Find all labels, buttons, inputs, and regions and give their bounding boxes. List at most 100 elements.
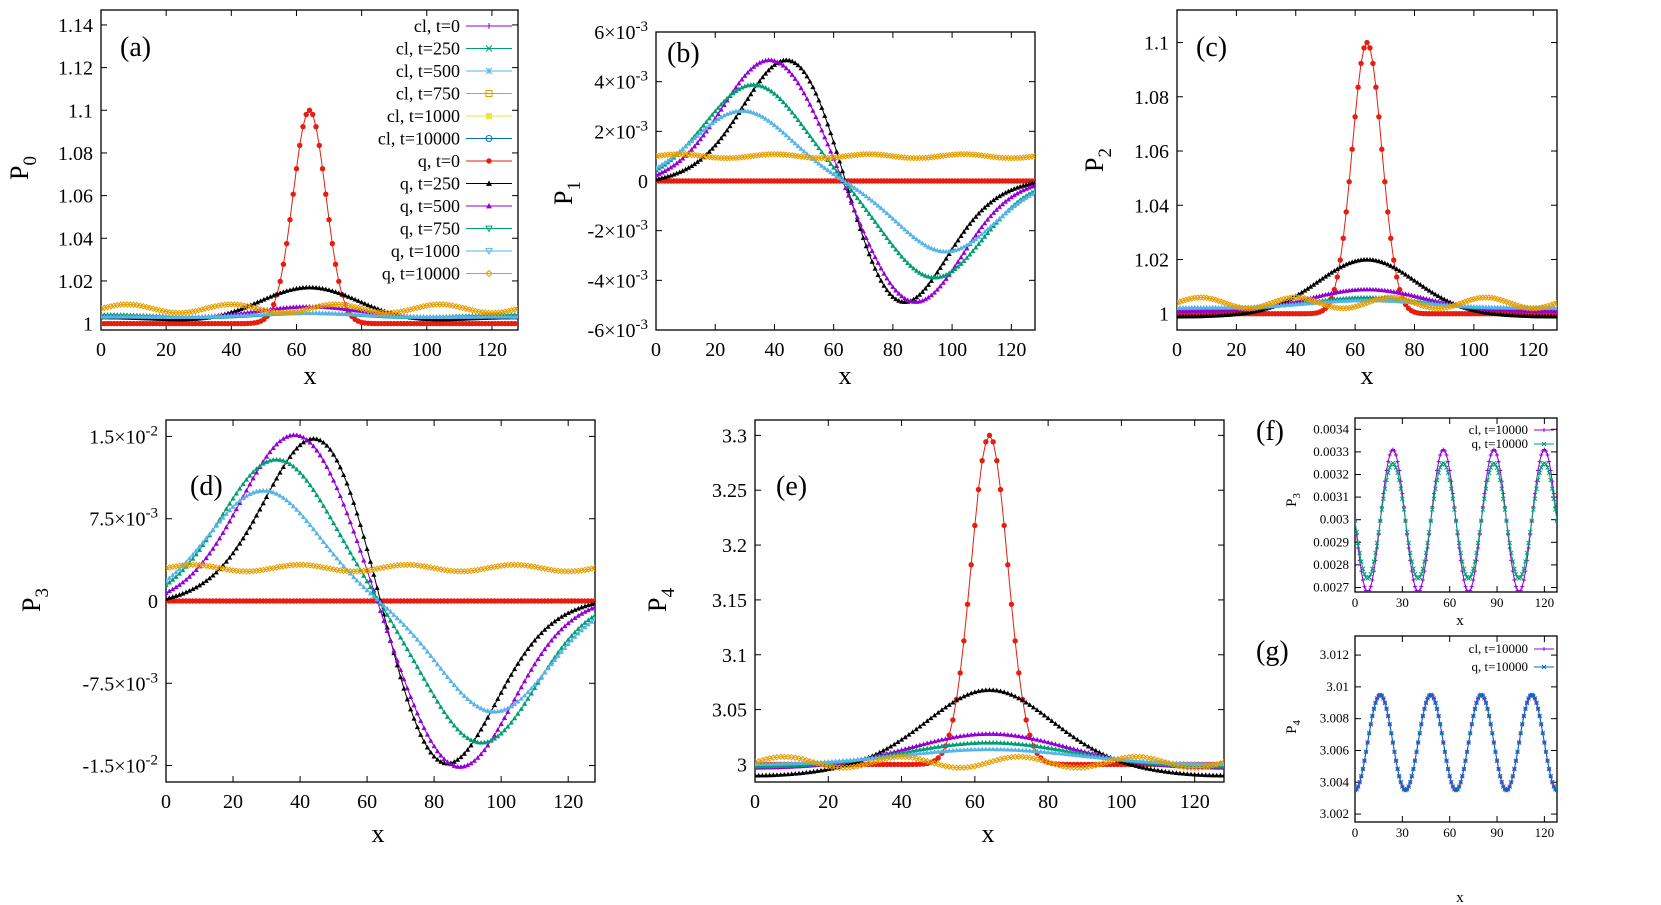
data-point	[314, 436, 320, 442]
data-point	[985, 230, 991, 236]
data-point	[166, 578, 169, 583]
data-point	[1355, 784, 1361, 789]
data-point	[1023, 186, 1029, 191]
data-point	[1182, 296, 1190, 304]
data-point	[250, 475, 256, 481]
data-point	[1012, 732, 1018, 738]
data-point	[842, 185, 849, 191]
data-point	[258, 298, 264, 303]
data-point	[1537, 713, 1542, 719]
data-point	[562, 612, 568, 617]
data-point	[968, 746, 974, 752]
data-point	[807, 133, 813, 139]
panel-label: (c)	[1196, 32, 1227, 63]
data-point	[1351, 303, 1359, 311]
data-point	[1030, 748, 1037, 753]
data-point	[814, 768, 820, 774]
x-tick-label: 60	[824, 339, 844, 361]
data-point	[478, 705, 484, 711]
data-point	[297, 442, 303, 448]
data-point	[1002, 190, 1008, 195]
data-point	[1540, 730, 1546, 736]
data-point	[290, 463, 296, 469]
data-point	[972, 731, 978, 737]
data-point	[997, 486, 1004, 493]
data-point	[700, 132, 706, 138]
data-point	[487, 564, 495, 571]
data-point	[997, 731, 1004, 737]
data-point	[1418, 571, 1424, 577]
data-point	[552, 657, 558, 662]
data-point	[323, 310, 329, 316]
data-point	[280, 436, 286, 441]
data-point	[548, 621, 555, 626]
data-point	[1265, 300, 1273, 308]
data-point	[878, 265, 884, 271]
data-point	[1185, 295, 1193, 303]
data-point	[1496, 470, 1501, 476]
data-point	[368, 309, 374, 315]
plot-area	[101, 107, 518, 327]
data-point	[961, 243, 967, 249]
data-point	[297, 433, 303, 438]
data-point	[1408, 292, 1415, 298]
data-point	[260, 487, 266, 493]
data-point	[349, 311, 355, 317]
data-point	[548, 661, 555, 667]
data-point	[210, 546, 216, 551]
data-point	[404, 625, 410, 631]
data-point	[1551, 784, 1557, 789]
data-point	[1425, 696, 1430, 701]
data-point	[961, 258, 967, 263]
y-tick-times: ×10	[604, 320, 635, 342]
data-point	[1438, 453, 1443, 458]
data-point	[440, 314, 446, 319]
data-point	[1470, 295, 1478, 303]
data-point	[555, 630, 561, 635]
data-point	[931, 153, 938, 161]
data-point	[1450, 496, 1456, 502]
data-point	[1259, 302, 1267, 310]
data-point	[1169, 761, 1177, 768]
data-point	[1029, 191, 1035, 197]
data-point	[909, 748, 916, 753]
data-point	[774, 124, 780, 130]
data-point	[946, 702, 952, 707]
data-point	[1396, 773, 1402, 779]
data-point	[1343, 209, 1349, 215]
data-point	[1375, 546, 1380, 551]
data-point	[1325, 271, 1332, 277]
data-point	[418, 718, 424, 723]
data-point	[223, 511, 229, 516]
data-point	[230, 495, 236, 501]
data-point	[801, 90, 807, 96]
data-point	[183, 589, 189, 595]
y-axis-label-main: P	[17, 598, 46, 612]
data-point	[1405, 291, 1412, 297]
y-tick-label: 0.0028	[1313, 557, 1349, 572]
data-point	[230, 504, 236, 509]
y-tick-label: 1.08	[58, 143, 93, 165]
data-point	[1439, 730, 1445, 736]
data-point	[1129, 762, 1135, 767]
data-point	[458, 730, 464, 735]
data-point	[1476, 294, 1484, 302]
data-point	[1409, 773, 1415, 779]
data-point	[1406, 784, 1412, 789]
data-point	[518, 695, 524, 701]
data-point	[404, 313, 410, 319]
data-point	[1356, 546, 1361, 551]
data-point	[313, 310, 319, 316]
data-point	[982, 234, 988, 239]
y-tick-exponent: -3	[636, 118, 649, 134]
data-point	[961, 747, 967, 752]
data-point	[999, 191, 1006, 197]
data-point	[1365, 740, 1370, 745]
data-point	[1394, 453, 1399, 458]
data-point	[1221, 772, 1224, 778]
data-point	[895, 739, 901, 745]
data-point	[738, 153, 746, 161]
data-point	[411, 313, 417, 319]
